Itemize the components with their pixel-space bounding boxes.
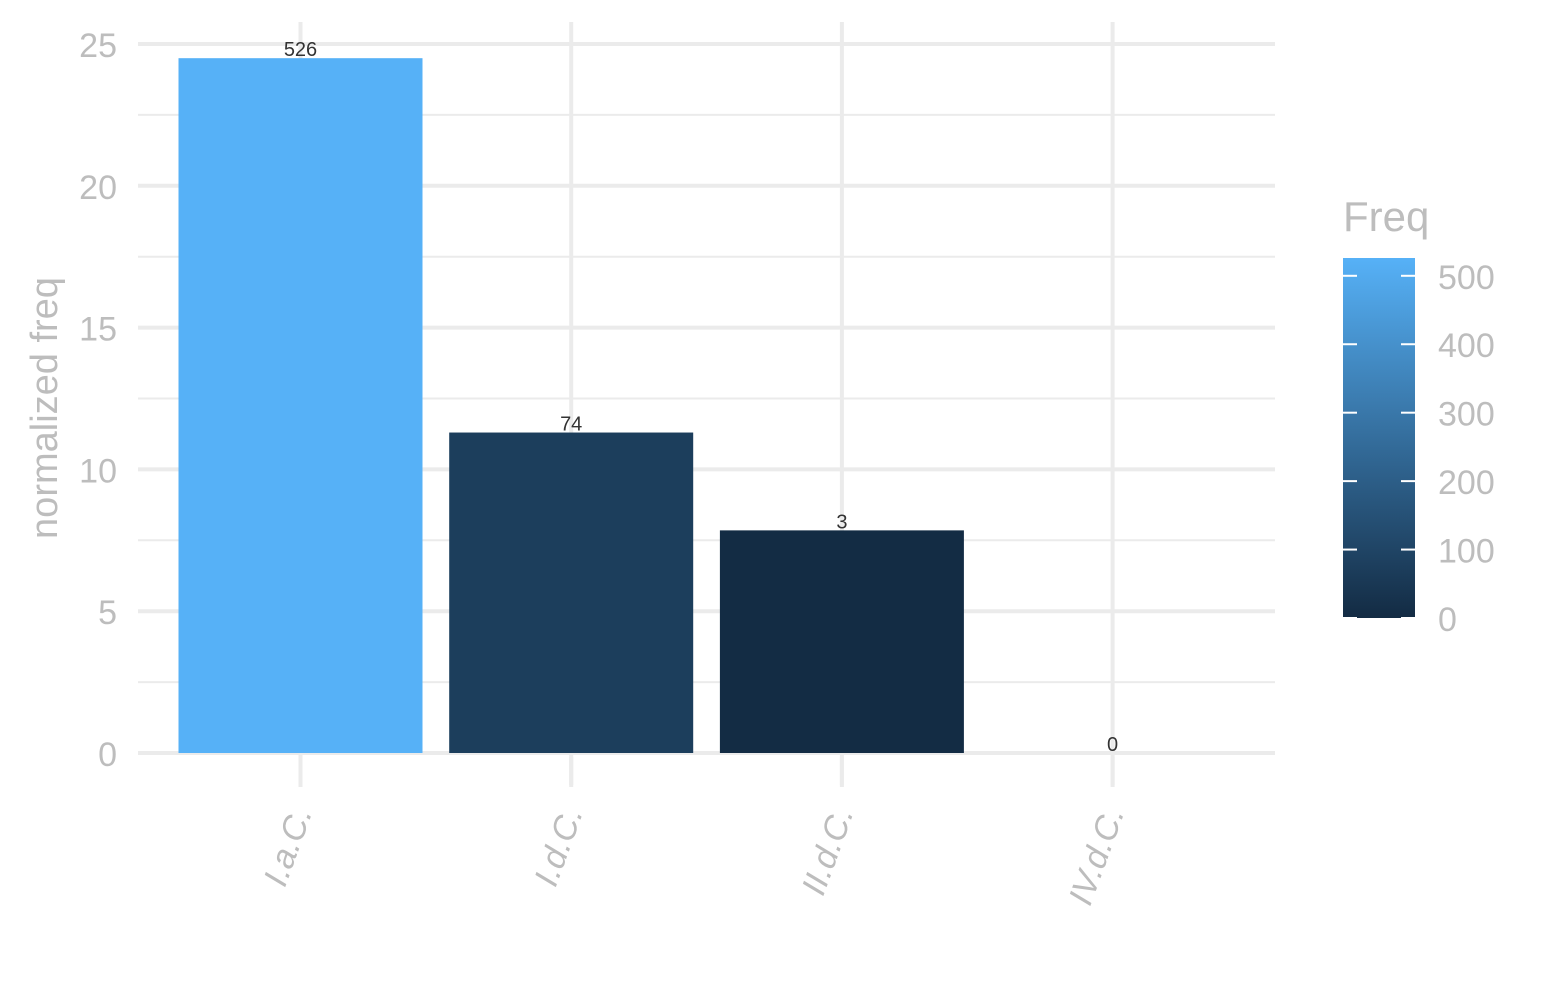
data-labels: 526 74 3 0 <box>284 39 1118 756</box>
y-tick-label: 5 <box>98 594 117 632</box>
y-tick-label: 20 <box>79 169 117 207</box>
x-tick-label: IV.d.C. <box>1062 802 1132 910</box>
x-tick-label: I.d.C. <box>527 802 590 891</box>
data-label: 74 <box>560 414 582 436</box>
colorbar-tick-label: 400 <box>1438 327 1495 365</box>
bar <box>719 530 964 753</box>
y-tick-label: 25 <box>79 27 117 65</box>
x-axis: I.a.C. I.d.C. II.d.C. IV.d.C. <box>257 757 1132 910</box>
colorbar-tick-label: 100 <box>1438 533 1495 571</box>
y-tick-label: 15 <box>79 311 117 349</box>
legend: Freq 0 100 200 300 400 500 <box>1343 193 1495 639</box>
legend-title: Freq <box>1343 193 1429 240</box>
bar <box>178 58 423 754</box>
bar <box>449 432 694 753</box>
bars <box>178 58 964 754</box>
data-label: 3 <box>836 511 847 533</box>
y-axis: 0 5 10 15 20 25 <box>79 27 117 774</box>
data-label: 0 <box>1107 734 1118 756</box>
x-tick-label: II.d.C. <box>795 802 862 900</box>
colorbar-tick-label: 0 <box>1438 601 1457 639</box>
y-tick-label: 0 <box>98 736 117 774</box>
x-tick-label: I.a.C. <box>257 802 320 891</box>
colorbar-tick-label: 300 <box>1438 396 1495 434</box>
data-label: 526 <box>284 39 317 61</box>
colorbar-tick-label: 500 <box>1438 259 1495 297</box>
colorbar-tick-label: 200 <box>1438 464 1495 502</box>
y-tick-label: 10 <box>79 452 117 490</box>
y-axis-title: normalized freq <box>24 277 66 539</box>
colorbar <box>1343 258 1415 618</box>
